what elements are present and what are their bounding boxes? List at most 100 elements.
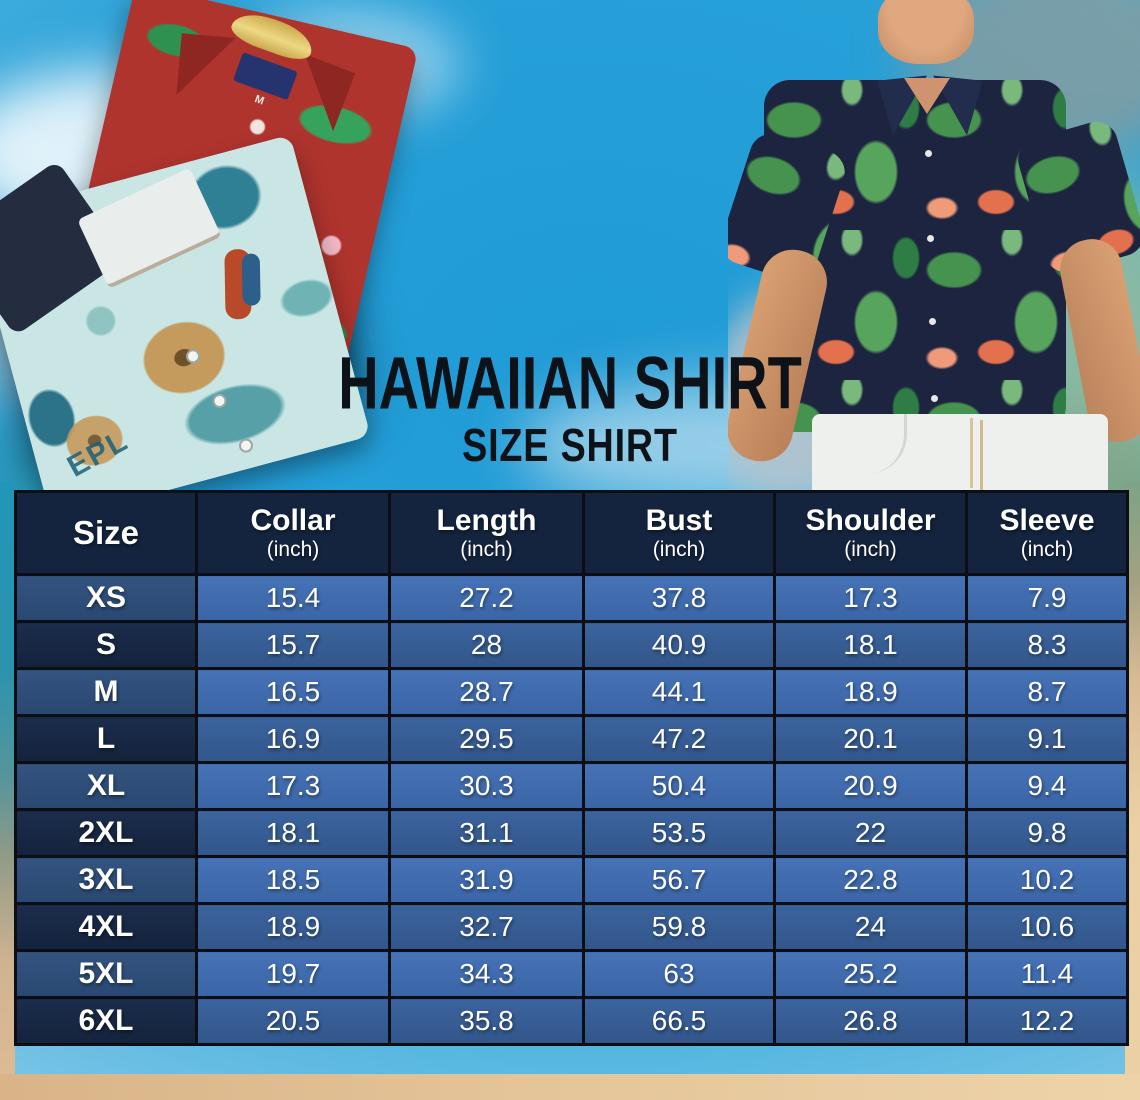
table-row: L 16.9 29.5 47.2 20.1 9.1 bbox=[14, 714, 1129, 764]
value-cell: 9.4 bbox=[965, 761, 1129, 811]
size-table-header: Size Collar (inch) Length (inch) Bust (inch… bbox=[14, 490, 1129, 576]
value-cell: 53.5 bbox=[582, 808, 776, 858]
value-cell: 16.9 bbox=[195, 714, 391, 764]
red-shirt-collar bbox=[282, 53, 356, 132]
page-subtitle: SIZE SHIRT bbox=[462, 419, 678, 471]
value-cell: 59.8 bbox=[582, 902, 776, 952]
size-cell: XL bbox=[14, 761, 198, 811]
value-cell: 18.9 bbox=[773, 667, 968, 717]
header-row: Size Collar (inch) Length (inch) Bust (inch… bbox=[14, 490, 1129, 576]
value-cell: 8.3 bbox=[965, 620, 1129, 670]
value-cell: 11.4 bbox=[965, 949, 1129, 999]
drawstring bbox=[970, 418, 973, 488]
value-cell: 20.9 bbox=[773, 761, 968, 811]
table-row: XL 17.3 30.3 50.4 20.9 9.4 bbox=[14, 761, 1129, 811]
size-cell: L bbox=[14, 714, 198, 764]
column-header-bust: Bust (inch) bbox=[582, 490, 776, 576]
value-cell: 29.5 bbox=[388, 714, 585, 764]
value-cell: 40.9 bbox=[582, 620, 776, 670]
value-cell: 10.2 bbox=[965, 855, 1129, 905]
man-neck bbox=[878, 0, 974, 64]
size-cell: 2XL bbox=[14, 808, 198, 858]
size-cell: 3XL bbox=[14, 855, 198, 905]
value-cell: 10.6 bbox=[965, 902, 1129, 952]
page-title: HAWAIIAN SHIRT bbox=[338, 341, 802, 425]
shirt-button bbox=[931, 395, 938, 402]
value-cell: 16.5 bbox=[195, 667, 391, 717]
value-cell: 19.7 bbox=[195, 949, 391, 999]
value-cell: 18.1 bbox=[773, 620, 968, 670]
size-cell: M bbox=[14, 667, 198, 717]
table-row: 4XL 18.9 32.7 59.8 24 10.6 bbox=[14, 902, 1129, 952]
value-cell: 31.1 bbox=[388, 808, 585, 858]
value-cell: 20.1 bbox=[773, 714, 968, 764]
parrot-print bbox=[241, 253, 261, 306]
value-cell: 63 bbox=[582, 949, 776, 999]
value-cell: 66.5 bbox=[582, 996, 776, 1046]
value-cell: 44.1 bbox=[582, 667, 776, 717]
white-pants bbox=[812, 414, 1108, 492]
neck-size-label: M bbox=[252, 93, 266, 108]
value-cell: 17.3 bbox=[195, 761, 391, 811]
table-row: 5XL 19.7 34.3 63 25.2 11.4 bbox=[14, 949, 1129, 999]
value-cell: 18.5 bbox=[195, 855, 391, 905]
man-wearing-flamingo-shirt-photo bbox=[728, 0, 1140, 492]
value-cell: 25.2 bbox=[773, 949, 968, 999]
value-cell: 56.7 bbox=[582, 855, 776, 905]
size-table-body: XS 15.4 27.2 37.8 17.3 7.9 S 15.7 28 40.9 18.1 8.3 M… bbox=[14, 573, 1129, 1046]
shirt-button bbox=[929, 318, 936, 325]
value-cell: 37.8 bbox=[582, 573, 776, 623]
red-shirt-collar bbox=[176, 33, 236, 100]
value-cell: 15.4 bbox=[195, 573, 391, 623]
value-cell: 8.7 bbox=[965, 667, 1129, 717]
column-header-length: Length (inch) bbox=[388, 490, 585, 576]
column-header-size: Size bbox=[14, 490, 198, 576]
size-cell: 6XL bbox=[14, 996, 198, 1046]
table-row: S 15.7 28 40.9 18.1 8.3 bbox=[14, 620, 1129, 670]
value-cell: 32.7 bbox=[388, 902, 585, 952]
table-row: 6XL 20.5 35.8 66.5 26.8 12.2 bbox=[14, 996, 1129, 1046]
value-cell: 22.8 bbox=[773, 855, 968, 905]
table-row: XS 15.4 27.2 37.8 17.3 7.9 bbox=[14, 573, 1129, 623]
value-cell: 9.8 bbox=[965, 808, 1129, 858]
value-cell: 30.3 bbox=[388, 761, 585, 811]
column-header-sleeve: Sleeve (inch) bbox=[965, 490, 1129, 576]
shirt-button bbox=[925, 150, 932, 157]
value-cell: 50.4 bbox=[582, 761, 776, 811]
value-cell: 7.9 bbox=[965, 573, 1129, 623]
size-cell: XS bbox=[14, 573, 198, 623]
right-edge-scenery bbox=[1125, 482, 1140, 1100]
value-cell: 18.9 bbox=[195, 902, 391, 952]
size-table: Size Collar (inch) Length (inch) Bust (inch… bbox=[14, 490, 1129, 1046]
value-cell: 17.3 bbox=[773, 573, 968, 623]
shirt-button bbox=[927, 235, 934, 242]
value-cell: 31.9 bbox=[388, 855, 585, 905]
value-cell: 27.2 bbox=[388, 573, 585, 623]
value-cell: 24 bbox=[773, 902, 968, 952]
value-cell: 12.2 bbox=[965, 996, 1129, 1046]
sand-strip bbox=[0, 1074, 1140, 1100]
value-cell: 28.7 bbox=[388, 667, 585, 717]
value-cell: 20.5 bbox=[195, 996, 391, 1046]
value-cell: 34.3 bbox=[388, 949, 585, 999]
size-cell: 4XL bbox=[14, 902, 198, 952]
pants-pocket bbox=[848, 414, 907, 474]
value-cell: 47.2 bbox=[582, 714, 776, 764]
title-block: HAWAIIAN SHIRT SIZE SHIRT bbox=[0, 341, 1140, 471]
column-header-collar: Collar (inch) bbox=[195, 490, 391, 576]
value-cell: 26.8 bbox=[773, 996, 968, 1046]
value-cell: 22 bbox=[773, 808, 968, 858]
neck-label bbox=[232, 52, 298, 101]
size-cell: 5XL bbox=[14, 949, 198, 999]
value-cell: 35.8 bbox=[388, 996, 585, 1046]
value-cell: 15.7 bbox=[195, 620, 391, 670]
value-cell: 28 bbox=[388, 620, 585, 670]
value-cell: 9.1 bbox=[965, 714, 1129, 764]
table-row: 2XL 18.1 31.1 53.5 22 9.8 bbox=[14, 808, 1129, 858]
left-edge-scenery bbox=[0, 482, 15, 1100]
value-cell: 18.1 bbox=[195, 808, 391, 858]
column-header-shoulder: Shoulder (inch) bbox=[773, 490, 968, 576]
size-cell: S bbox=[14, 620, 198, 670]
table-row: M 16.5 28.7 44.1 18.9 8.7 bbox=[14, 667, 1129, 717]
